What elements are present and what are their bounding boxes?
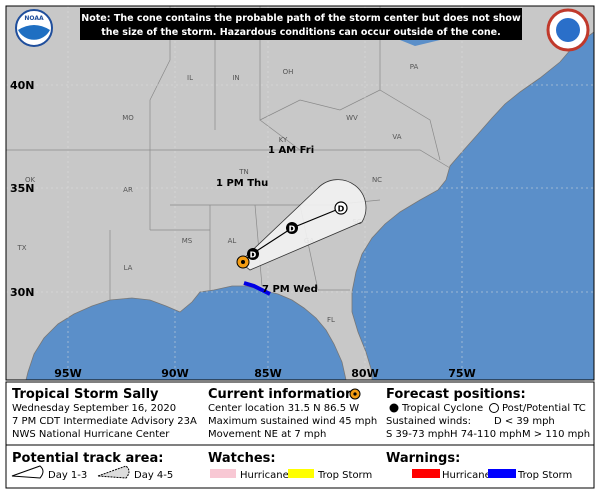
state-label: LA <box>124 264 133 272</box>
current-icon-center <box>353 392 357 396</box>
state-label: TX <box>16 244 26 252</box>
legend: Tropical Storm Sally Wednesday September… <box>5 381 595 489</box>
point-letter: D <box>250 251 257 260</box>
state-label: NC <box>372 176 382 184</box>
day13-icon <box>11 465 44 479</box>
point-letter: D <box>289 225 296 234</box>
hurricane-watch-swatch <box>210 469 236 478</box>
wind-class: S 39-73 mph <box>386 429 450 440</box>
note-line: the size of the storm. Hazardous conditi… <box>101 27 501 38</box>
latitude-label: 40N <box>10 79 35 92</box>
map: PA IL IN OH MO KY WV VA OK AR TN NC MS A… <box>5 5 595 381</box>
warnings-title: Warnings: <box>386 451 460 466</box>
forecast-cone <box>239 179 367 271</box>
post-icon <box>489 403 499 413</box>
watch-label: Trop Storm <box>317 470 372 481</box>
longitude-label: 95W <box>54 367 81 380</box>
nws-logo-center <box>556 18 580 42</box>
state-label: MO <box>122 114 134 122</box>
state-label: AL <box>228 237 237 245</box>
forecast-point <box>286 222 298 234</box>
state-label: IN <box>232 74 239 82</box>
state-label: VA <box>392 133 401 141</box>
storm-center: NWS National Hurricane Center <box>12 429 170 440</box>
latitude-label: 30N <box>10 286 35 299</box>
forecast-label: Post/Potential TC <box>502 403 586 414</box>
trop-storm-warning-swatch <box>488 469 516 478</box>
forecast-title: Forecast positions: <box>386 387 526 402</box>
point-letter: D <box>338 205 345 214</box>
warning-label: Hurricane <box>442 470 491 481</box>
current-position-center <box>241 260 245 264</box>
map-border <box>5 5 595 381</box>
current-title: Current information: <box>208 387 360 402</box>
state-label: WV <box>346 114 358 122</box>
watches-title: Watches: <box>208 451 276 466</box>
wind-class: M > 110 mph <box>522 429 590 440</box>
trop-storm-watch-swatch <box>288 469 314 478</box>
storm-date: Wednesday September 16, 2020 <box>12 403 176 414</box>
longitude-label: 85W <box>254 367 281 380</box>
state-label: OH <box>283 68 294 76</box>
forecast-point <box>334 201 348 215</box>
state-label: OK <box>25 176 36 184</box>
track-area-label: Day 4-5 <box>134 470 173 481</box>
day45-icon <box>97 465 130 479</box>
state-label: MS <box>182 237 193 245</box>
track-area-label: Day 1-3 <box>48 470 87 481</box>
noaa-logo-wave <box>18 25 50 40</box>
storm-name: Tropical Storm Sally <box>12 387 159 402</box>
warning-label: Trop Storm <box>517 470 572 481</box>
wind-class: H 74-110 mph <box>450 429 522 440</box>
forecast-point <box>247 248 259 260</box>
trop-storm-warning <box>243 281 271 296</box>
state-label: AR <box>123 186 133 194</box>
state-label: FL <box>327 316 335 324</box>
state-label: TN <box>238 168 249 176</box>
wind-class: D < 39 mph <box>494 416 555 427</box>
longitude-label: 90W <box>161 367 188 380</box>
hurricane-warning-swatch <box>412 469 440 478</box>
noaa-logo-text: NOAA <box>24 15 44 22</box>
forecast-label: Tropical Cyclone <box>401 403 483 414</box>
state-label: PA <box>410 63 419 71</box>
latitude-label: 35N <box>10 182 35 195</box>
watch-label: Hurricane <box>240 470 289 481</box>
state-label: KY <box>279 136 288 144</box>
state-label: IL <box>187 74 193 82</box>
track-area-title: Potential track area: <box>12 451 163 466</box>
track-label: 7 PM Wed <box>262 284 318 295</box>
winds-title: Sustained winds: <box>386 416 471 427</box>
longitude-label: 80W <box>351 367 378 380</box>
current-line: Maximum sustained wind 45 mph <box>208 416 377 427</box>
track-label: 1 AM Fri <box>268 145 314 156</box>
tropical-icon <box>389 403 399 413</box>
land <box>5 5 595 381</box>
storm-advisory: 7 PM CDT Intermediate Advisory 23A <box>12 416 197 427</box>
current-line: Movement NE at 7 mph <box>208 429 326 440</box>
current-line: Center location 31.5 N 86.5 W <box>208 403 359 414</box>
track-label: 1 PM Thu <box>216 178 268 189</box>
graticule <box>6 6 594 380</box>
longitude-label: 75W <box>448 367 475 380</box>
note-box <box>80 8 522 40</box>
note-line: Note: The cone contains the probable pat… <box>81 13 521 24</box>
